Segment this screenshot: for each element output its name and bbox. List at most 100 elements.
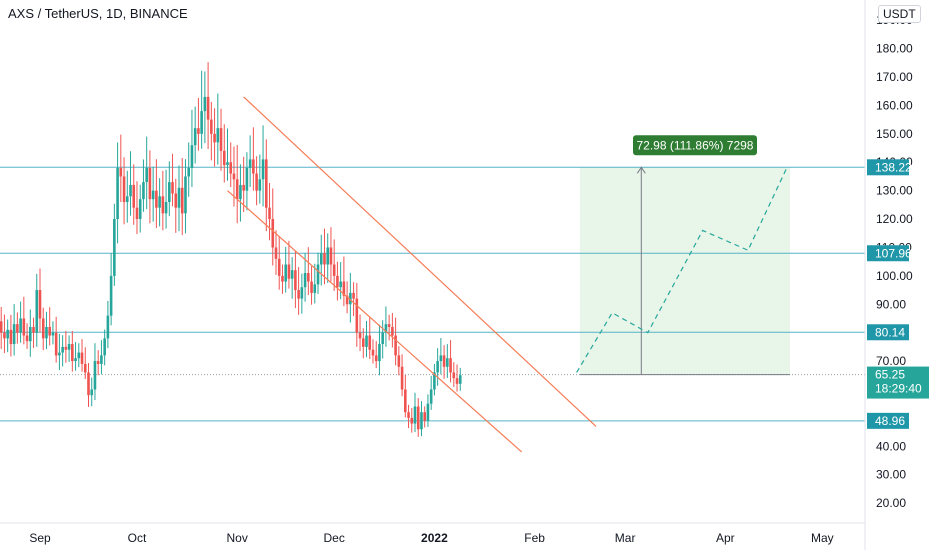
candle-body [0,321,3,333]
candle-body [416,406,420,430]
candle-body [332,264,336,276]
candle-body [229,162,233,174]
candle-body [155,190,158,208]
candle-body [290,270,294,279]
time-tick-label: Apr [716,531,735,545]
candle-body [342,281,346,296]
candle-body [6,329,9,339]
candle-body [184,176,187,214]
candle-body [410,417,414,424]
candle-body [226,162,229,166]
candle-body [90,389,94,396]
level-price-label-bg [867,412,909,429]
candle-body [458,375,462,384]
candle-body [12,324,16,345]
time-tick-label: Oct [128,531,147,545]
candle-body [268,207,271,220]
candle-body [255,173,258,191]
candle-body [235,179,239,200]
candle-body [394,335,397,356]
candle-body [219,128,223,151]
candle-body [45,326,48,339]
level-price-label: 138.22 [875,160,912,174]
candle-body [206,96,210,120]
candle-body [258,179,262,191]
candle-body [361,338,365,347]
candle-body [307,273,310,282]
time-tick-label: Sep [29,531,51,545]
candle-body [106,315,110,339]
channel-upper-line [243,96,597,427]
candle-body [222,150,226,166]
candle-body [71,344,74,362]
candle-body [164,202,168,214]
candle-body [87,372,90,396]
price-tick-label: 150.00 [876,127,913,141]
candle-body [319,253,323,265]
candle-body [381,332,384,345]
candle-body [210,119,213,134]
candle-body [213,133,216,143]
candle-body [400,366,404,390]
candle-body [29,326,32,342]
candle-body [142,182,145,200]
candle-body [148,167,152,200]
candle-body [232,173,236,180]
time-tick-label: Mar [615,531,636,545]
candle-body [109,275,113,316]
currency-unit-button[interactable]: USDT [878,5,921,23]
candle-body [168,182,171,203]
price-tick-label: 160.00 [876,98,913,112]
candle-body [145,167,148,183]
level-price-label-bg [867,324,909,341]
candle-body [371,349,375,356]
time-tick-label: Dec [324,531,345,545]
candle-body [407,412,410,418]
candle-body [187,167,191,177]
candle-body [25,335,29,342]
candle-body [245,167,249,191]
time-tick-label: May [811,531,834,545]
price-tick-label: 120.00 [876,212,913,226]
candle-body [352,292,355,299]
price-tick-label: 70.00 [876,354,906,368]
candle-body [38,290,42,319]
candle-body [248,159,252,168]
candle-body [294,270,297,291]
candle-body [252,159,255,174]
countdown-label: 18:29:40 [875,382,922,396]
candle-body [61,346,64,353]
candle-body [96,361,100,364]
price-tick-label: 20.00 [876,496,906,510]
candle-body [358,332,362,339]
current-price-label: 65.25 [875,368,905,382]
candle-body [387,324,391,327]
time-tick-label: Nov [227,531,248,545]
measure-label-bg [633,135,757,156]
candle-body [122,176,126,203]
candle-body [287,264,291,279]
candle-body [35,290,39,333]
candle-body [446,358,449,367]
candle-body [300,287,304,299]
candle-body [339,281,342,288]
candle-body [310,281,313,293]
candle-body [261,159,265,180]
candle-body [281,275,284,282]
price-tick-label: 90.00 [876,297,906,311]
candle-body [313,284,317,293]
candle-body [174,193,178,208]
candle-body [132,184,136,208]
current-price-label-bg [867,366,929,399]
price-tick-label: 40.00 [876,439,906,453]
price-tick-label: 130.00 [876,184,913,198]
candle-body [32,326,35,333]
candle-body [455,378,459,384]
candle-body [193,128,197,146]
candle-body [277,258,281,276]
candle-body [135,207,139,220]
candle-body [452,372,456,379]
candle-body [336,275,339,288]
chart-title: AXS / TetherUS, 1D, BINANCE [8,6,188,21]
